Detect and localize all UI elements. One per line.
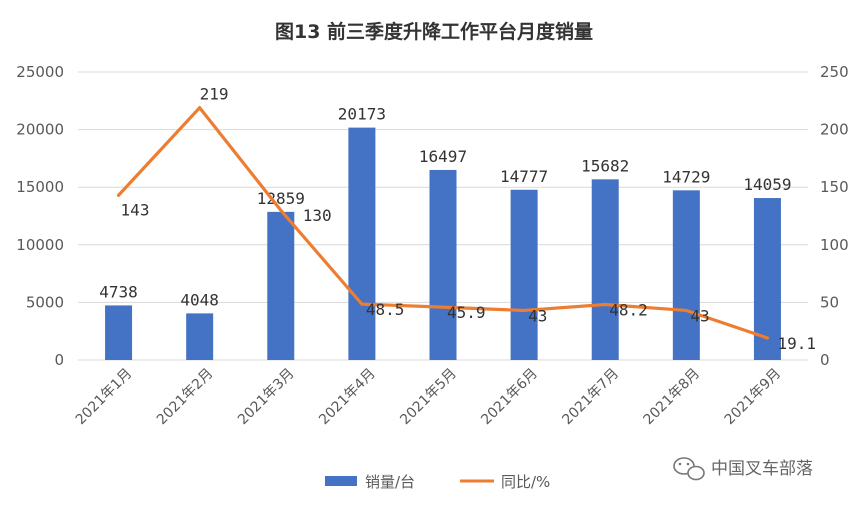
legend-line-label: 同比/% [501,473,550,491]
category-axis: 2021年1月 2021年2月 2021年3月 2021年4月 2021年5月 2021年… [73,366,785,429]
category-label: 2021年1月 [73,366,136,429]
right-tick-label: 200 [820,121,849,139]
category-label: 2021年7月 [559,366,622,429]
bar-value-label: 20173 [338,105,386,124]
line-point [522,308,526,312]
left-tick-label: 20000 [16,121,64,139]
chart-title: 图13 前三季度升降工作平台月度销量 [275,20,593,43]
line-value-label: 19.1 [777,334,816,353]
bar-value-label: 14059 [743,175,791,194]
line-value-label: 130 [303,206,332,225]
line-value-label: 43 [690,306,709,325]
line-point [603,302,607,306]
left-tick-label: 25000 [16,63,64,81]
line-value-label: 48.2 [609,300,648,319]
category-label: 2021年4月 [316,366,379,429]
line-value-label: 219 [200,85,229,104]
legend-bar-swatch [325,476,357,486]
line-value-label: 143 [121,200,150,219]
bar [753,198,781,360]
line-point [198,106,202,110]
line-point [279,208,283,212]
bar-value-label: 16497 [419,147,467,166]
category-label: 2021年5月 [397,366,460,429]
bar [591,179,619,360]
watermark: 中国叉车部落 [673,457,813,481]
bar-value-label: 14729 [662,167,710,186]
line-value-label: 45.9 [447,303,486,322]
left-tick-label: 10000 [16,236,64,254]
line-point [360,302,364,306]
watermark-text: 中国叉车部落 [711,459,813,479]
left-tick-label: 0 [54,351,64,369]
line-point [765,336,769,340]
line-data-labels: 143 219 130 48.5 45.9 43 48.2 43 19.1 [121,85,816,353]
bar-value-label: 4048 [180,290,219,309]
line-point [684,308,688,312]
category-label: 2021年2月 [154,366,217,429]
right-tick-label: 100 [820,236,849,254]
category-label: 2021年9月 [722,366,785,429]
bar-series [105,127,781,360]
bar-value-label: 14777 [500,167,548,186]
right-tick-label: 150 [820,178,849,196]
left-tick-label: 5000 [26,293,64,311]
bar [348,127,376,360]
line-value-label: 43 [528,306,547,325]
line-point [117,193,121,197]
bar [510,189,538,360]
right-tick-label: 250 [820,63,849,81]
right-tick-label: 0 [820,351,830,369]
left-tick-label: 15000 [16,178,64,196]
right-tick-label: 50 [820,293,839,311]
left-axis-ticks: 0 5000 10000 15000 20000 25000 [16,63,64,369]
right-axis-ticks: 0 50 100 150 200 250 [820,63,849,369]
wechat-icon [673,457,705,481]
bar-value-label: 4738 [99,282,138,301]
legend: 销量/台 同比/% [325,473,550,491]
bar [672,190,700,360]
bar-value-label: 12859 [257,189,305,208]
bar [429,169,457,360]
bar-value-label: 15682 [581,156,629,175]
line-value-label: 48.5 [366,300,405,319]
category-label: 2021年6月 [478,366,541,429]
category-label: 2021年3月 [235,366,298,429]
bar [186,313,214,360]
legend-bar-label: 销量/台 [365,473,415,491]
bar [105,305,133,360]
bar [267,211,295,360]
category-label: 2021年8月 [641,366,704,429]
line-series [116,106,770,340]
line-point [441,305,445,309]
bar-data-labels: 4738 4048 12859 20173 16497 14777 15682 14729 14… [99,105,791,310]
